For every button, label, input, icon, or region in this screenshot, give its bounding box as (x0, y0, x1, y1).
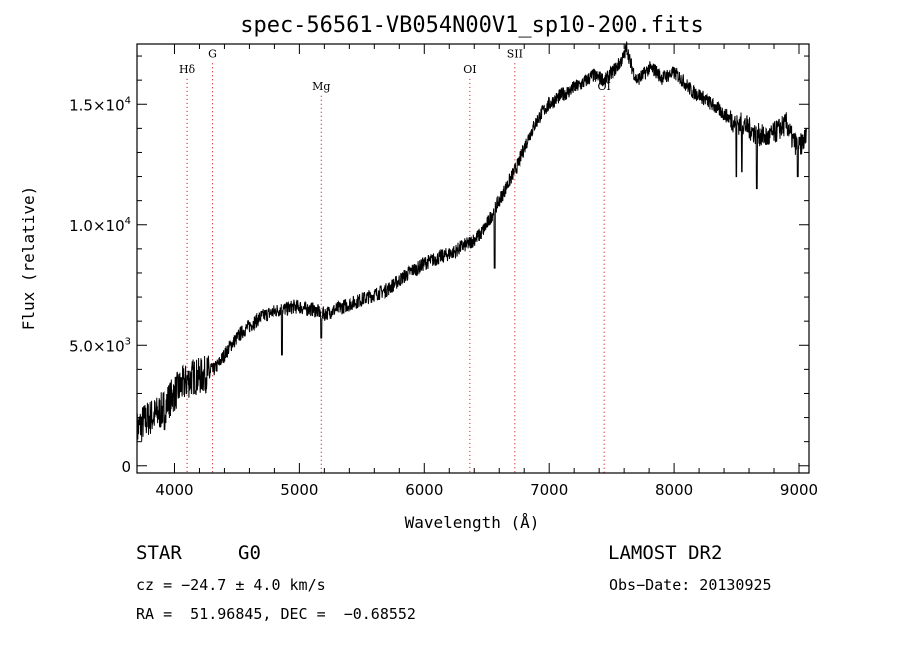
object-class: STAR (136, 542, 182, 564)
obs-date-text: Obs−Date: 20130925 (609, 576, 772, 594)
spectral-line-label: OI (463, 63, 476, 76)
x-tick-label: 9000 (780, 481, 818, 499)
redshift-text: cz = −24.7 ± 4.0 km/s (136, 576, 326, 594)
coordinates-text: RA = 51.96845, DEC = −0.68552 (136, 605, 416, 623)
plot-frame (136, 43, 810, 474)
x-axis-label: Wavelength (Å) (405, 513, 540, 532)
spectrum-line (136, 41, 807, 449)
y-tick-label: 1.5×104 (69, 95, 131, 114)
survey-name: LAMOST DR2 (608, 542, 723, 564)
x-tick-label: 4000 (155, 481, 193, 499)
object-subclass: G0 (238, 542, 261, 564)
x-tick-label: 6000 (405, 481, 443, 499)
spectral-line-label: Mg (312, 80, 330, 93)
y-tick-label: 0 (121, 458, 131, 476)
y-tick-label: 1.0×104 (69, 216, 131, 235)
spectral-line-label: G (208, 47, 217, 60)
x-tick-label: 7000 (530, 481, 568, 499)
y-axis-label: Flux (relative) (19, 186, 38, 331)
spectral-line-label: SII (507, 47, 523, 60)
spectral-line-label: Hδ (179, 63, 196, 76)
x-tick-label: 5000 (280, 481, 318, 499)
chart-title: spec-56561-VB054N00V1_sp10-200.fits (240, 13, 704, 38)
y-tick-label: 5.0×103 (69, 336, 131, 355)
x-tick-label: 8000 (655, 481, 693, 499)
